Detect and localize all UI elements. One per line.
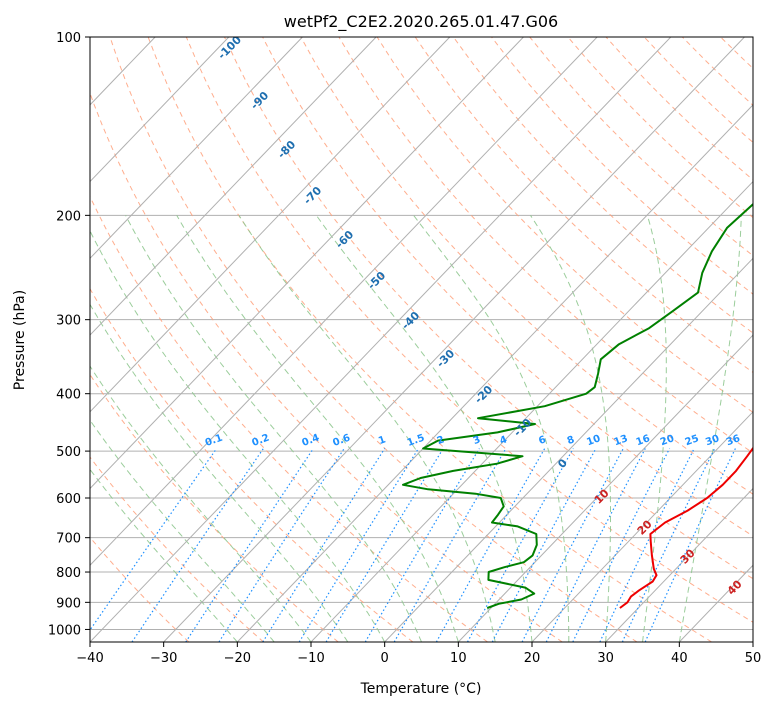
mixing-ratio-line [299,449,418,643]
dry-adiabat [0,37,413,642]
dry-adiabat [568,37,775,642]
mixing-ratio-line [573,449,670,643]
isotherm-label: -50 [365,269,388,292]
mixing-ratio-label: 6 [537,434,547,447]
dry-adiabat [415,37,775,642]
mixing-ratio-label: 1.5 [406,433,426,449]
dry-adiabat [644,37,775,642]
y-axis-label: Pressure (hPa) [12,290,28,390]
moist-adiabat [83,215,385,642]
isotherm-line [385,37,775,642]
mixing-ratio-line [546,449,645,643]
mixing-ratio-label: 0.1 [204,433,224,449]
x-tick-label: −10 [297,651,324,666]
mixing-ratio-label: 3 [472,434,482,447]
y-tick-label: 800 [56,566,81,581]
isotherm-label: 40 [725,577,745,597]
mixing-ratio-line [132,449,263,643]
y-tick-label: 600 [56,492,81,507]
mixing-ratio-label: 8 [566,434,576,447]
mixing-ratio-label: 20 [659,433,676,448]
isotherm-label: 10 [592,486,612,506]
y-tick-label: 1000 [48,623,81,638]
mixing-ratio-label: 1 [377,434,387,447]
moist-adiabat [679,215,741,642]
x-tick-label: 50 [745,651,762,666]
y-tick-label: 900 [56,596,81,611]
mixing-ratio-label: 36 [725,433,742,448]
mixing-ratio-line [186,449,314,643]
isotherm-line [0,37,376,642]
mixing-ratio-line [263,449,385,643]
mixing-ratio-label: 30 [704,433,721,448]
dry-adiabat [721,37,775,642]
moist-adiabat [414,215,569,642]
mixing-ratio-line [82,449,217,643]
dry-adiabat [263,37,775,642]
mixing-ratio-label: 2 [436,434,446,447]
dry-adiabat [110,37,637,642]
x-tick-label: −20 [224,651,251,666]
isotherm-line [90,37,671,642]
mixing-ratio-line [394,449,506,643]
isotherm-line [0,37,523,642]
x-tick-label: 30 [597,651,614,666]
x-tick-label: −30 [150,651,177,666]
isotherm-line [0,37,8,642]
moist-adiabat [0,215,274,642]
mixing-ratio-line [219,449,344,643]
isotherm-label: -10 [511,416,534,439]
isotherm-line [164,37,745,642]
mixing-ratio-label: 25 [684,433,701,448]
isotherm-line [16,37,597,642]
mixing-ratio-line [468,449,574,643]
isotherm-line [0,37,229,642]
y-tick-label: 500 [56,445,81,460]
dry-adiabat [682,37,775,642]
x-axis-label: Temperature (°C) [360,681,482,697]
isotherm-label: -30 [434,347,457,370]
dry-adiabat [339,37,775,642]
dry-adiabat [0,37,263,642]
isotherm-label: -20 [472,383,495,406]
mixing-ratio-label: 0.4 [301,433,321,449]
x-tick-label: 10 [450,651,467,666]
dry-adiabat [759,37,775,642]
chart-title: wetPf2_C2E2.2020.265.01.47.G06 [284,12,558,32]
mixing-ratio-label: 13 [613,433,630,448]
mixing-ratio-label: 0.2 [251,433,271,449]
isotherm-line [0,37,302,642]
mixing-ratio-line [622,449,714,643]
mixing-ratio-label: 10 [585,433,602,448]
isotherm-label: -70 [301,184,324,207]
x-tick-label: 40 [671,651,688,666]
mixing-ratio-line [436,449,544,643]
x-tick-label: −40 [76,651,103,666]
mixing-ratio-line [492,449,596,643]
moist-adiabat [316,215,532,642]
y-tick-label: 200 [56,209,81,224]
moist-adiabat [239,215,495,642]
isotherm-label: -40 [399,309,422,332]
isotherm-line [0,37,450,642]
moist-adiabat [0,215,237,642]
isotherm-line [753,37,775,642]
x-tick-label: 20 [524,651,541,666]
mixing-ratio-line [600,449,694,643]
isotherm-label: -80 [275,138,298,161]
dry-adiabat [453,37,775,642]
y-tick-label: 700 [56,532,81,547]
x-tick-label: 0 [381,651,389,666]
y-tick-label: 100 [56,31,81,46]
mixing-ratio-label: 16 [635,433,652,448]
moist-adiabat [45,215,348,642]
dry-adiabat [0,37,189,642]
y-tick-label: 400 [56,388,81,403]
isotherm-label: 20 [635,517,655,537]
y-tick-label: 300 [56,314,81,329]
